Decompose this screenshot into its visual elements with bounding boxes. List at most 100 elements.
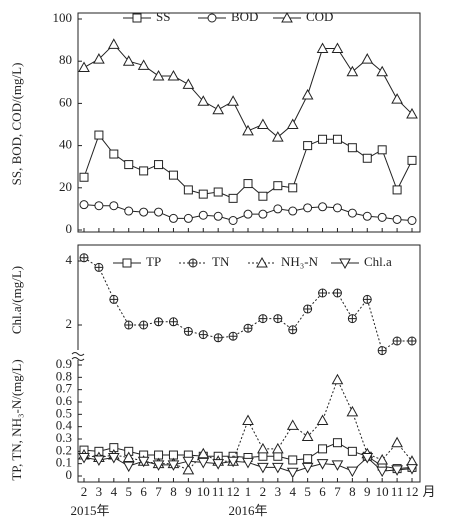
marker	[271, 131, 284, 142]
y-tick-label: 0.8	[56, 368, 72, 383]
marker	[183, 326, 193, 336]
marker	[258, 314, 268, 324]
marker	[301, 430, 314, 442]
marker	[93, 53, 105, 64]
marker	[347, 143, 357, 153]
y-tick-label: 0	[66, 467, 73, 482]
legend-marker	[339, 258, 351, 270]
marker	[301, 462, 314, 474]
marker	[227, 95, 239, 106]
marker	[377, 212, 387, 222]
x-tick-label: 12	[227, 484, 240, 499]
year-label: 2015年	[70, 503, 109, 518]
y-tick-label: 0.1	[56, 455, 72, 470]
marker	[109, 294, 119, 304]
marker	[94, 262, 104, 272]
series-line	[83, 257, 412, 352]
y-tick-label: 0.4	[56, 418, 73, 433]
marker	[257, 462, 269, 474]
marker	[286, 118, 299, 129]
marker	[109, 201, 119, 211]
marker	[197, 447, 210, 459]
bottom-frame	[77, 244, 421, 483]
marker	[318, 134, 328, 144]
x-tick-label: 3	[96, 484, 103, 499]
y-tick-label: 2	[66, 316, 73, 331]
x-tick-label: 9	[185, 484, 192, 499]
marker	[243, 179, 253, 189]
legend-marker	[207, 13, 217, 23]
marker	[154, 207, 164, 217]
y-tick-label: 0.7	[56, 381, 73, 396]
marker	[168, 170, 178, 180]
marker	[213, 211, 223, 221]
marker	[107, 453, 120, 464]
marker	[332, 288, 342, 298]
marker	[182, 463, 195, 475]
y-tick-label: 60	[59, 94, 72, 109]
x-tick-label: 4	[111, 484, 118, 499]
x-tick-label: 5	[125, 484, 132, 499]
marker	[152, 460, 165, 471]
marker	[376, 466, 389, 478]
marker	[257, 118, 269, 129]
marker	[198, 210, 208, 220]
y-tick-label: 0	[66, 221, 73, 236]
marker	[183, 213, 193, 223]
marker	[154, 160, 164, 170]
marker	[288, 455, 298, 465]
y-axis-label: SS, BOD, COD/(mg/L)	[9, 63, 24, 186]
marker	[109, 149, 119, 159]
marker	[212, 459, 225, 470]
marker	[406, 107, 418, 119]
x-tick-label: 10	[376, 484, 389, 499]
legend-marker	[122, 258, 132, 268]
y-tick-label: 40	[59, 137, 72, 152]
marker	[288, 325, 298, 335]
year-label: 2016年	[228, 503, 267, 518]
marker	[362, 211, 372, 221]
marker	[182, 456, 195, 468]
marker	[347, 208, 357, 218]
marker	[79, 172, 89, 182]
marker	[391, 93, 403, 104]
marker	[392, 214, 402, 224]
legend-label: BOD	[231, 9, 258, 24]
marker	[107, 38, 120, 49]
x-tick-label: 1	[245, 484, 252, 499]
marker	[316, 459, 329, 470]
marker	[243, 209, 253, 219]
series-line	[83, 43, 413, 138]
x-tick-label: 11	[212, 484, 225, 499]
marker	[139, 166, 149, 176]
legend-label: COD	[306, 9, 333, 24]
legend-marker	[188, 258, 198, 268]
marker	[137, 59, 150, 70]
marker	[258, 191, 268, 201]
x-tick-label: 5	[304, 484, 311, 499]
x-tick-label: 2	[81, 484, 88, 499]
marker	[167, 69, 180, 81]
legend-label: SS	[156, 9, 170, 24]
marker	[332, 438, 342, 448]
marker	[377, 346, 387, 356]
y-tick-label: 0.9	[56, 356, 72, 371]
marker	[242, 457, 254, 469]
marker	[271, 442, 284, 454]
marker	[273, 314, 283, 324]
marker	[406, 455, 418, 466]
marker	[286, 467, 299, 479]
marker	[303, 304, 313, 314]
marker	[213, 333, 223, 343]
marker	[377, 145, 387, 155]
y-tick-label: 0.2	[56, 442, 72, 457]
legend-label: Chl.a	[364, 254, 392, 269]
marker	[167, 460, 180, 471]
x-tick-label: 10	[197, 484, 210, 499]
marker	[79, 253, 89, 263]
y-tick-label: 0.6	[56, 393, 73, 408]
marker	[273, 451, 283, 461]
marker	[362, 294, 372, 304]
x-tick-label: 8	[349, 484, 356, 499]
